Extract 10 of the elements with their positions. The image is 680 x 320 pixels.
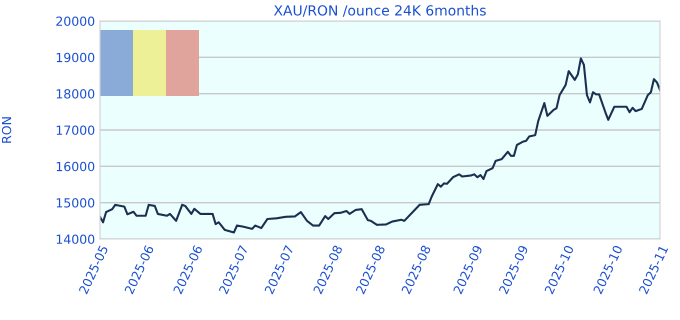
y-tick-label: 15000 — [56, 198, 94, 208]
y-tick-label: 17000 — [56, 125, 94, 135]
y-tick-label: 19000 — [56, 52, 94, 62]
y-tick-label: 14000 — [56, 234, 94, 244]
chart-title: XAU/RON /ounce 24K 6months — [274, 4, 486, 17]
y-tick-label: 18000 — [56, 89, 94, 99]
y-axis-title: RON — [2, 117, 12, 143]
y-tick-label: 16000 — [56, 162, 94, 172]
line-series — [100, 57, 660, 234]
y-tick-label: 20000 — [56, 16, 94, 26]
